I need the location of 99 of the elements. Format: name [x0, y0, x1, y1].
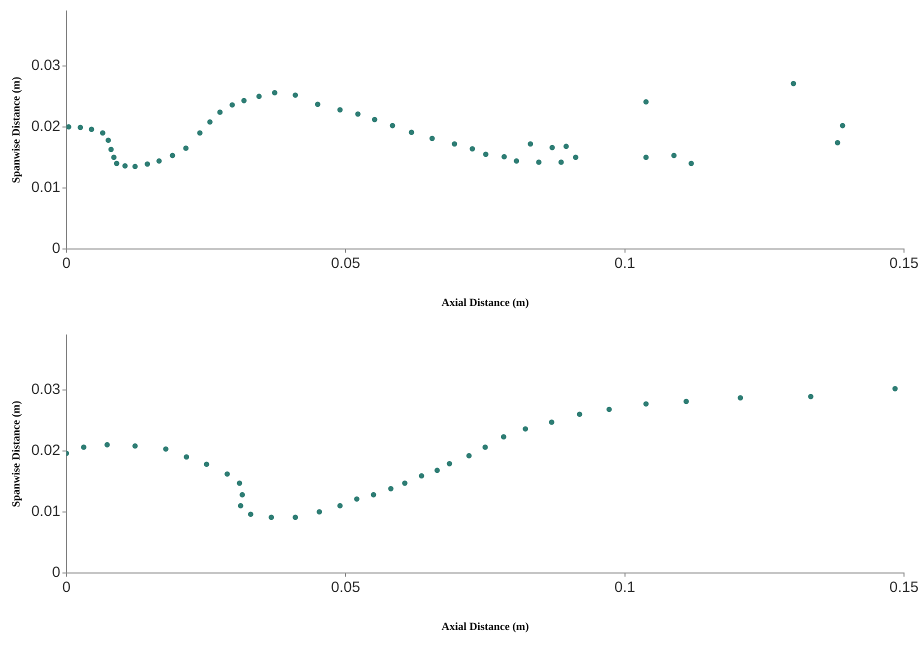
point [418, 473, 424, 479]
point [230, 102, 235, 108]
point [66, 124, 72, 130]
y-tick-label: 0.02 [31, 442, 60, 459]
point [576, 412, 582, 417]
y-tick-label: 0.03 [31, 57, 60, 74]
point [522, 426, 528, 432]
y-tick-label: 0.02 [31, 118, 60, 135]
point [563, 144, 569, 150]
y-tick-label: 0.03 [31, 381, 60, 398]
point [197, 130, 203, 136]
point [688, 160, 694, 166]
point [81, 444, 86, 450]
point [643, 401, 649, 407]
point [88, 126, 94, 132]
point [528, 141, 534, 147]
point [122, 163, 128, 169]
x-tick-label: 0.1 [614, 578, 636, 596]
point [104, 442, 110, 448]
point [316, 509, 322, 515]
point [466, 453, 472, 458]
point [501, 154, 507, 160]
point [684, 398, 689, 404]
point [111, 154, 117, 160]
x-tick-label: 0.05 [330, 578, 360, 596]
point [354, 496, 360, 502]
y-tick-label: 0 [52, 240, 60, 257]
point [572, 154, 578, 160]
point [606, 406, 612, 412]
point [156, 158, 162, 164]
point [204, 462, 210, 467]
point [892, 386, 898, 392]
point [268, 514, 274, 520]
point [241, 98, 247, 104]
point [470, 146, 476, 152]
point [224, 471, 230, 477]
y-tick-label: 0.01 [31, 502, 60, 520]
x-tick-label: 0.15 [889, 578, 919, 596]
point [337, 503, 343, 508]
point [808, 394, 814, 400]
point [114, 160, 120, 166]
point [106, 138, 111, 143]
point [292, 514, 298, 520]
point [482, 444, 488, 450]
x-axis-title: Axial Distance (m) [442, 297, 530, 310]
x-axis-title: Axial Distance (m) [442, 621, 530, 634]
point [355, 111, 361, 117]
point [671, 152, 677, 158]
y-tick-label: 0.01 [31, 178, 60, 196]
point [292, 92, 298, 98]
point [370, 492, 376, 498]
point [390, 122, 396, 128]
point [108, 146, 114, 152]
point [272, 90, 278, 96]
point [434, 468, 440, 474]
point [500, 434, 506, 440]
x-tick-label: 0.15 [889, 254, 919, 272]
point [248, 512, 254, 517]
point [446, 460, 452, 466]
point [100, 130, 106, 136]
point [372, 116, 378, 122]
point [217, 110, 223, 115]
point [183, 145, 189, 151]
point [238, 503, 244, 508]
point [483, 152, 488, 157]
point [548, 419, 554, 425]
point [132, 164, 138, 170]
point [78, 124, 84, 130]
point [558, 160, 564, 165]
y-axis-title: Spanwise Distance (m) [10, 76, 22, 184]
point [236, 480, 242, 486]
point [536, 160, 542, 165]
point [256, 94, 262, 100]
point [388, 486, 394, 492]
point [408, 130, 414, 136]
point [452, 141, 458, 147]
point [550, 144, 555, 150]
point [163, 446, 168, 452]
y-axis-title: Spanwise Distance (m) [10, 400, 22, 508]
point [790, 80, 796, 86]
x-tick-label: 0.1 [614, 254, 636, 272]
point [170, 152, 176, 158]
point [314, 102, 320, 107]
point [402, 480, 408, 486]
x-tick-label: 0.05 [330, 254, 360, 272]
point [429, 136, 435, 142]
point [834, 140, 840, 146]
point [514, 158, 520, 164]
point [337, 107, 343, 112]
point [643, 154, 649, 160]
point [132, 443, 138, 449]
point [240, 492, 245, 498]
point [738, 395, 744, 401]
point [184, 454, 190, 460]
point [840, 122, 846, 128]
y-tick-label: 0 [52, 564, 60, 581]
point [144, 161, 150, 167]
point [207, 119, 213, 125]
point [643, 99, 649, 105]
